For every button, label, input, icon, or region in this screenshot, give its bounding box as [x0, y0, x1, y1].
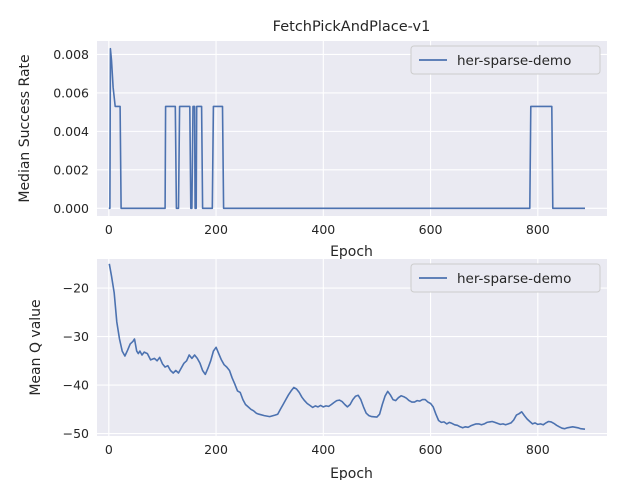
y-tick-label: 0.008	[53, 47, 89, 62]
y-tick-label: 0.000	[53, 201, 89, 216]
series-line-her-sparse-demo	[108, 47, 585, 210]
y-axis-label: Mean Q value	[28, 299, 44, 395]
success-rate-subplot: 0 200 400 600 800 0.000 0.002 0.004 0.006 0.008 Ep…	[17, 41, 607, 260]
y-tick-label: −40	[63, 378, 89, 393]
y-tick-label: 0.006	[53, 85, 89, 100]
x-axis-label: Epoch	[330, 466, 373, 480]
y-tick-label: −20	[63, 281, 89, 296]
y-axis-label: Median Success Rate	[17, 54, 33, 202]
x-tick-label: 0	[105, 442, 113, 457]
legend-label: her-sparse-demo	[457, 271, 571, 287]
x-tick-label: 800	[526, 442, 550, 457]
legend: her-sparse-demo	[410, 45, 601, 75]
x-tick-label: 600	[419, 442, 443, 457]
legend-box	[410, 45, 601, 75]
x-tick-label: 800	[526, 222, 550, 237]
x-tick-label: 200	[204, 442, 228, 457]
y-tick-label: 0.004	[53, 124, 89, 139]
x-tick-label: 600	[419, 222, 443, 237]
series-line-her-sparse-demo	[108, 263, 586, 430]
x-tick-label: 400	[311, 222, 335, 237]
figure-title: FetchPickAndPlace-v1	[273, 19, 431, 35]
x-tick-label: 400	[311, 442, 335, 457]
x-axis-label: Epoch	[330, 244, 373, 260]
y-tick-label: 0.002	[53, 162, 89, 177]
x-tick-label: 200	[204, 222, 228, 237]
legend-box	[410, 263, 601, 293]
legend: her-sparse-demo	[410, 263, 601, 293]
y-tick-label: −50	[63, 426, 89, 441]
y-tick-label: −30	[63, 329, 89, 344]
x-tick-label: 0	[105, 222, 113, 237]
q-value-subplot: 0 200 400 600 800 −50 −40 −30 −20 Epoch Mean Q val…	[28, 259, 607, 480]
legend-label: her-sparse-demo	[457, 53, 571, 69]
